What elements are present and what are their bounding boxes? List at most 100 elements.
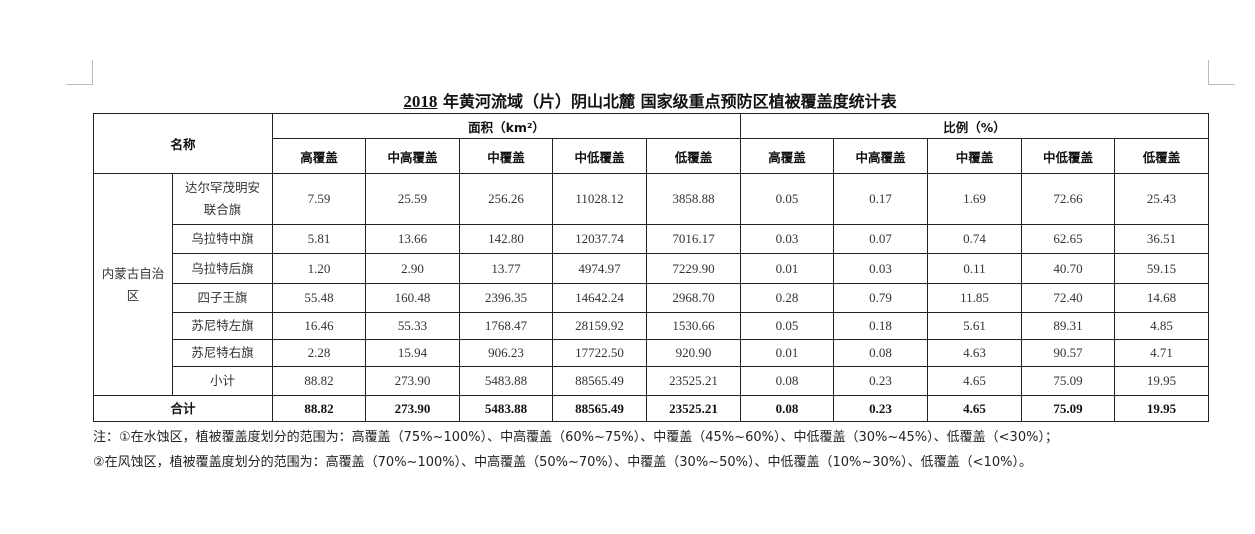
area-cell: 23525.21 xyxy=(646,366,742,396)
area-cell: 1.20 xyxy=(272,253,367,284)
ratio-cell: 90.57 xyxy=(1021,339,1116,367)
area-cell: 256.26 xyxy=(459,173,554,225)
area-cell: 28159.92 xyxy=(552,312,648,340)
area-cell: 17722.50 xyxy=(552,339,648,367)
note-wind-erosion: ②在风蚀区，植被覆盖度划分的范围为：高覆盖（70%~100%）、中高覆盖（50%… xyxy=(93,455,1032,470)
header-area: 面积（km²） xyxy=(272,113,742,139)
area-level-header: 低覆盖 xyxy=(646,138,742,174)
area-cell: 16.46 xyxy=(272,312,367,340)
ratio-level-header: 高覆盖 xyxy=(740,138,835,174)
table-row: 四子王旗 55.48 160.48 2396.35 14642.24 2968.70 0.2… xyxy=(94,283,1210,313)
total-ratio-cell: 19.95 xyxy=(1114,395,1210,422)
total-ratio-cell: 0.08 xyxy=(740,395,835,422)
area-cell: 2.28 xyxy=(272,339,367,367)
page-corner-mark xyxy=(1208,60,1235,85)
title-year: 2018 xyxy=(403,92,438,111)
ratio-cell: 0.11 xyxy=(927,253,1023,284)
statistics-table: 名称 面积（km²） 比例（%） 高覆盖 中高覆盖 中覆盖 中低覆盖 低覆盖 高覆盖 中高覆… xyxy=(92,113,1210,422)
area-cell: 55.48 xyxy=(272,283,367,313)
area-cell: 160.48 xyxy=(365,283,461,313)
header-name: 名称 xyxy=(92,113,274,174)
title-text: 年黄河流域（片）阴山北麓 国家级重点预防区植被覆盖度统计表 xyxy=(443,92,897,111)
ratio-cell: 0.05 xyxy=(740,173,835,225)
total-area-cell: 273.90 xyxy=(365,395,461,422)
row-name: 达尔罕茂明安联合旗 xyxy=(171,173,274,225)
ratio-cell: 5.61 xyxy=(927,312,1023,340)
ratio-cell: 25.43 xyxy=(1114,173,1210,225)
total-area-cell: 88.82 xyxy=(272,395,367,422)
ratio-cell: 72.40 xyxy=(1021,283,1116,313)
area-level-header: 中覆盖 xyxy=(459,138,554,174)
ratio-cell: 40.70 xyxy=(1021,253,1116,284)
note-water-erosion: 注：①在水蚀区，植被覆盖度划分的范围为：高覆盖（75%~100%）、中高覆盖（6… xyxy=(93,430,1058,445)
table-title: 2018 年黄河流域（片）阴山北麓 国家级重点预防区植被覆盖度统计表 xyxy=(0,88,1255,112)
ratio-cell: 75.09 xyxy=(1021,366,1116,396)
area-cell: 1768.47 xyxy=(459,312,554,340)
area-cell: 7229.90 xyxy=(646,253,742,284)
ratio-cell: 0.17 xyxy=(833,173,929,225)
page-corner-mark xyxy=(66,60,93,85)
ratio-cell: 0.01 xyxy=(740,339,835,367)
area-cell: 5483.88 xyxy=(459,366,554,396)
total-area-cell: 23525.21 xyxy=(646,395,742,422)
area-cell: 55.33 xyxy=(365,312,461,340)
ratio-cell: 4.85 xyxy=(1114,312,1210,340)
area-cell: 3858.88 xyxy=(646,173,742,225)
table-row: 小计 88.82 273.90 5483.88 88565.49 23525.21 0.08… xyxy=(94,366,1210,396)
ratio-level-header: 中低覆盖 xyxy=(1021,138,1116,174)
total-ratio-cell: 75.09 xyxy=(1021,395,1116,422)
ratio-cell: 4.71 xyxy=(1114,339,1210,367)
area-cell: 2968.70 xyxy=(646,283,742,313)
total-label: 合计 xyxy=(92,395,274,422)
ratio-cell: 0.03 xyxy=(833,253,929,284)
ratio-cell: 59.15 xyxy=(1114,253,1210,284)
ratio-cell: 1.69 xyxy=(927,173,1023,225)
area-cell: 25.59 xyxy=(365,173,461,225)
ratio-cell: 0.23 xyxy=(833,366,929,396)
ratio-level-header: 低覆盖 xyxy=(1114,138,1210,174)
area-cell: 2.90 xyxy=(365,253,461,284)
area-cell: 13.66 xyxy=(365,224,461,254)
area-cell: 906.23 xyxy=(459,339,554,367)
ratio-cell: 0.08 xyxy=(740,366,835,396)
area-cell: 142.80 xyxy=(459,224,554,254)
ratio-cell: 0.18 xyxy=(833,312,929,340)
ratio-cell: 19.95 xyxy=(1114,366,1210,396)
ratio-cell: 4.65 xyxy=(927,366,1023,396)
area-cell: 14642.24 xyxy=(552,283,648,313)
ratio-cell: 14.68 xyxy=(1114,283,1210,313)
row-name: 乌拉特中旗 xyxy=(171,224,274,254)
ratio-cell: 0.05 xyxy=(740,312,835,340)
ratio-cell: 0.28 xyxy=(740,283,835,313)
ratio-cell: 0.03 xyxy=(740,224,835,254)
area-level-header: 中高覆盖 xyxy=(365,138,461,174)
area-cell: 11028.12 xyxy=(552,173,648,225)
ratio-cell: 72.66 xyxy=(1021,173,1116,225)
area-cell: 12037.74 xyxy=(552,224,648,254)
header-ratio: 比例（%） xyxy=(740,113,1210,139)
total-area-cell: 5483.88 xyxy=(459,395,554,422)
row-name: 苏尼特左旗 xyxy=(171,312,274,340)
row-name: 乌拉特后旗 xyxy=(171,253,274,284)
table-row: 苏尼特左旗 16.46 55.33 1768.47 28159.92 1530.66 0.0… xyxy=(94,312,1210,340)
table-row: 内蒙古自治区 达尔罕茂明安联合旗 7.59 25.59 256.26 11028.12 38… xyxy=(93,173,1210,396)
area-cell: 88.82 xyxy=(272,366,367,396)
ratio-cell: 89.31 xyxy=(1021,312,1116,340)
ratio-cell: 62.65 xyxy=(1021,224,1116,254)
total-ratio-cell: 4.65 xyxy=(927,395,1023,422)
area-level-header: 高覆盖 xyxy=(272,138,367,174)
ratio-cell: 4.63 xyxy=(927,339,1023,367)
ratio-level-header: 中覆盖 xyxy=(927,138,1023,174)
table-row: 乌拉特后旗 1.20 2.90 13.77 4974.97 7229.90 0.01 0.03… xyxy=(94,253,1210,284)
ratio-cell: 0.07 xyxy=(833,224,929,254)
area-cell: 7016.17 xyxy=(646,224,742,254)
ratio-cell: 36.51 xyxy=(1114,224,1210,254)
area-cell: 273.90 xyxy=(365,366,461,396)
ratio-cell: 0.08 xyxy=(833,339,929,367)
area-cell: 13.77 xyxy=(459,253,554,284)
ratio-cell: 0.79 xyxy=(833,283,929,313)
total-ratio-cell: 0.23 xyxy=(833,395,929,422)
area-cell: 4974.97 xyxy=(552,253,648,284)
ratio-level-header: 中高覆盖 xyxy=(833,138,929,174)
area-cell: 1530.66 xyxy=(646,312,742,340)
